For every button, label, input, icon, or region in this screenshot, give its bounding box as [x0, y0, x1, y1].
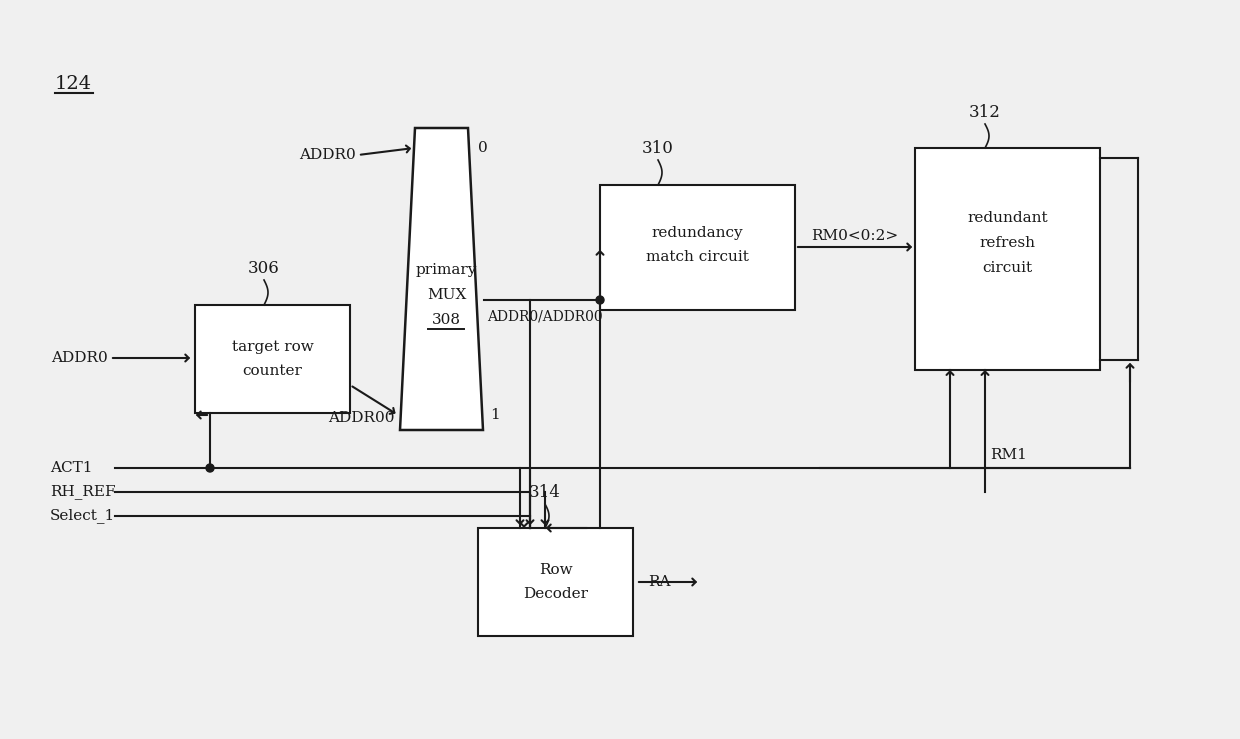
Text: ADDR0: ADDR0 — [299, 148, 356, 162]
Text: 0: 0 — [477, 141, 487, 155]
Text: redundancy: redundancy — [652, 226, 743, 240]
Bar — [915, 148, 1100, 370]
Text: 312: 312 — [970, 103, 1001, 120]
Text: ADDR0: ADDR0 — [51, 351, 108, 365]
Text: Row: Row — [538, 563, 573, 577]
Text: ADDR00: ADDR00 — [329, 411, 396, 425]
Text: RM1: RM1 — [990, 448, 1027, 462]
Text: 314: 314 — [529, 483, 560, 500]
Text: counter: counter — [243, 364, 303, 378]
Text: Decoder: Decoder — [523, 587, 588, 601]
Text: 308: 308 — [432, 313, 461, 327]
Text: RM0<0:2>: RM0<0:2> — [811, 229, 899, 243]
Bar — [195, 305, 350, 413]
Text: 1: 1 — [490, 408, 500, 422]
Text: ACT1: ACT1 — [50, 461, 93, 475]
Circle shape — [596, 296, 604, 304]
Text: Select_1: Select_1 — [50, 508, 115, 523]
Text: 310: 310 — [642, 140, 673, 157]
Bar — [600, 185, 795, 310]
Text: match circuit: match circuit — [646, 250, 749, 264]
Text: primary: primary — [415, 263, 477, 277]
Text: RA: RA — [649, 575, 671, 589]
Text: circuit: circuit — [982, 261, 1033, 275]
Text: RH_REF: RH_REF — [50, 485, 115, 500]
Text: 124: 124 — [55, 75, 92, 93]
Polygon shape — [401, 128, 484, 430]
Text: target row: target row — [232, 340, 314, 354]
Bar — [477, 528, 632, 636]
Text: ADDR0/ADDR00: ADDR0/ADDR00 — [487, 309, 603, 323]
Text: 306: 306 — [248, 259, 280, 276]
Text: redundant: redundant — [967, 211, 1048, 225]
Circle shape — [206, 464, 215, 472]
Text: MUX: MUX — [427, 288, 466, 302]
Text: refresh: refresh — [980, 236, 1035, 250]
